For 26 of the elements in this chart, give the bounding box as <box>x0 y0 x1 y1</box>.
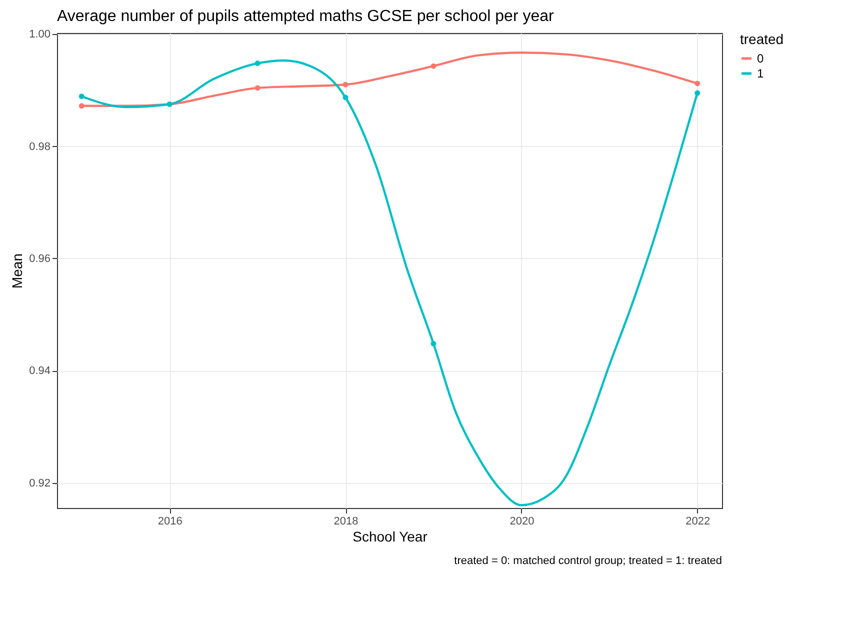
legend-label: 0 <box>757 52 764 66</box>
text: treated = 0: matched control group; treated = 1: treated <box>454 555 722 567</box>
legend-label: 1 <box>757 66 764 80</box>
point <box>342 94 348 100</box>
point <box>430 63 436 69</box>
legend-title: treated <box>740 31 784 47</box>
point <box>254 60 260 66</box>
y-tick-label: 0.92 <box>29 477 50 490</box>
point <box>694 80 700 86</box>
point <box>78 103 84 109</box>
point <box>430 340 436 346</box>
y-axis-title: Mean <box>9 253 26 289</box>
x-tick-label: 2022 <box>686 516 710 528</box>
x-tick-label: 2018 <box>334 516 358 528</box>
y-tick-label: 0.98 <box>29 140 50 153</box>
x-tick-label: 2016 <box>158 516 182 528</box>
y-tick-label: 0.96 <box>29 252 50 265</box>
point <box>342 82 348 88</box>
y-tick-label: 0.94 <box>29 365 50 378</box>
y-tick-label: 1.00 <box>29 28 50 41</box>
point <box>78 94 84 100</box>
point <box>254 85 260 91</box>
x-axis-title: School Year <box>352 528 428 544</box>
x-tick-label: 2020 <box>510 516 534 528</box>
chart-title: Average number of pupils attempted maths GCSE per school per year <box>57 8 555 26</box>
point <box>694 90 700 96</box>
